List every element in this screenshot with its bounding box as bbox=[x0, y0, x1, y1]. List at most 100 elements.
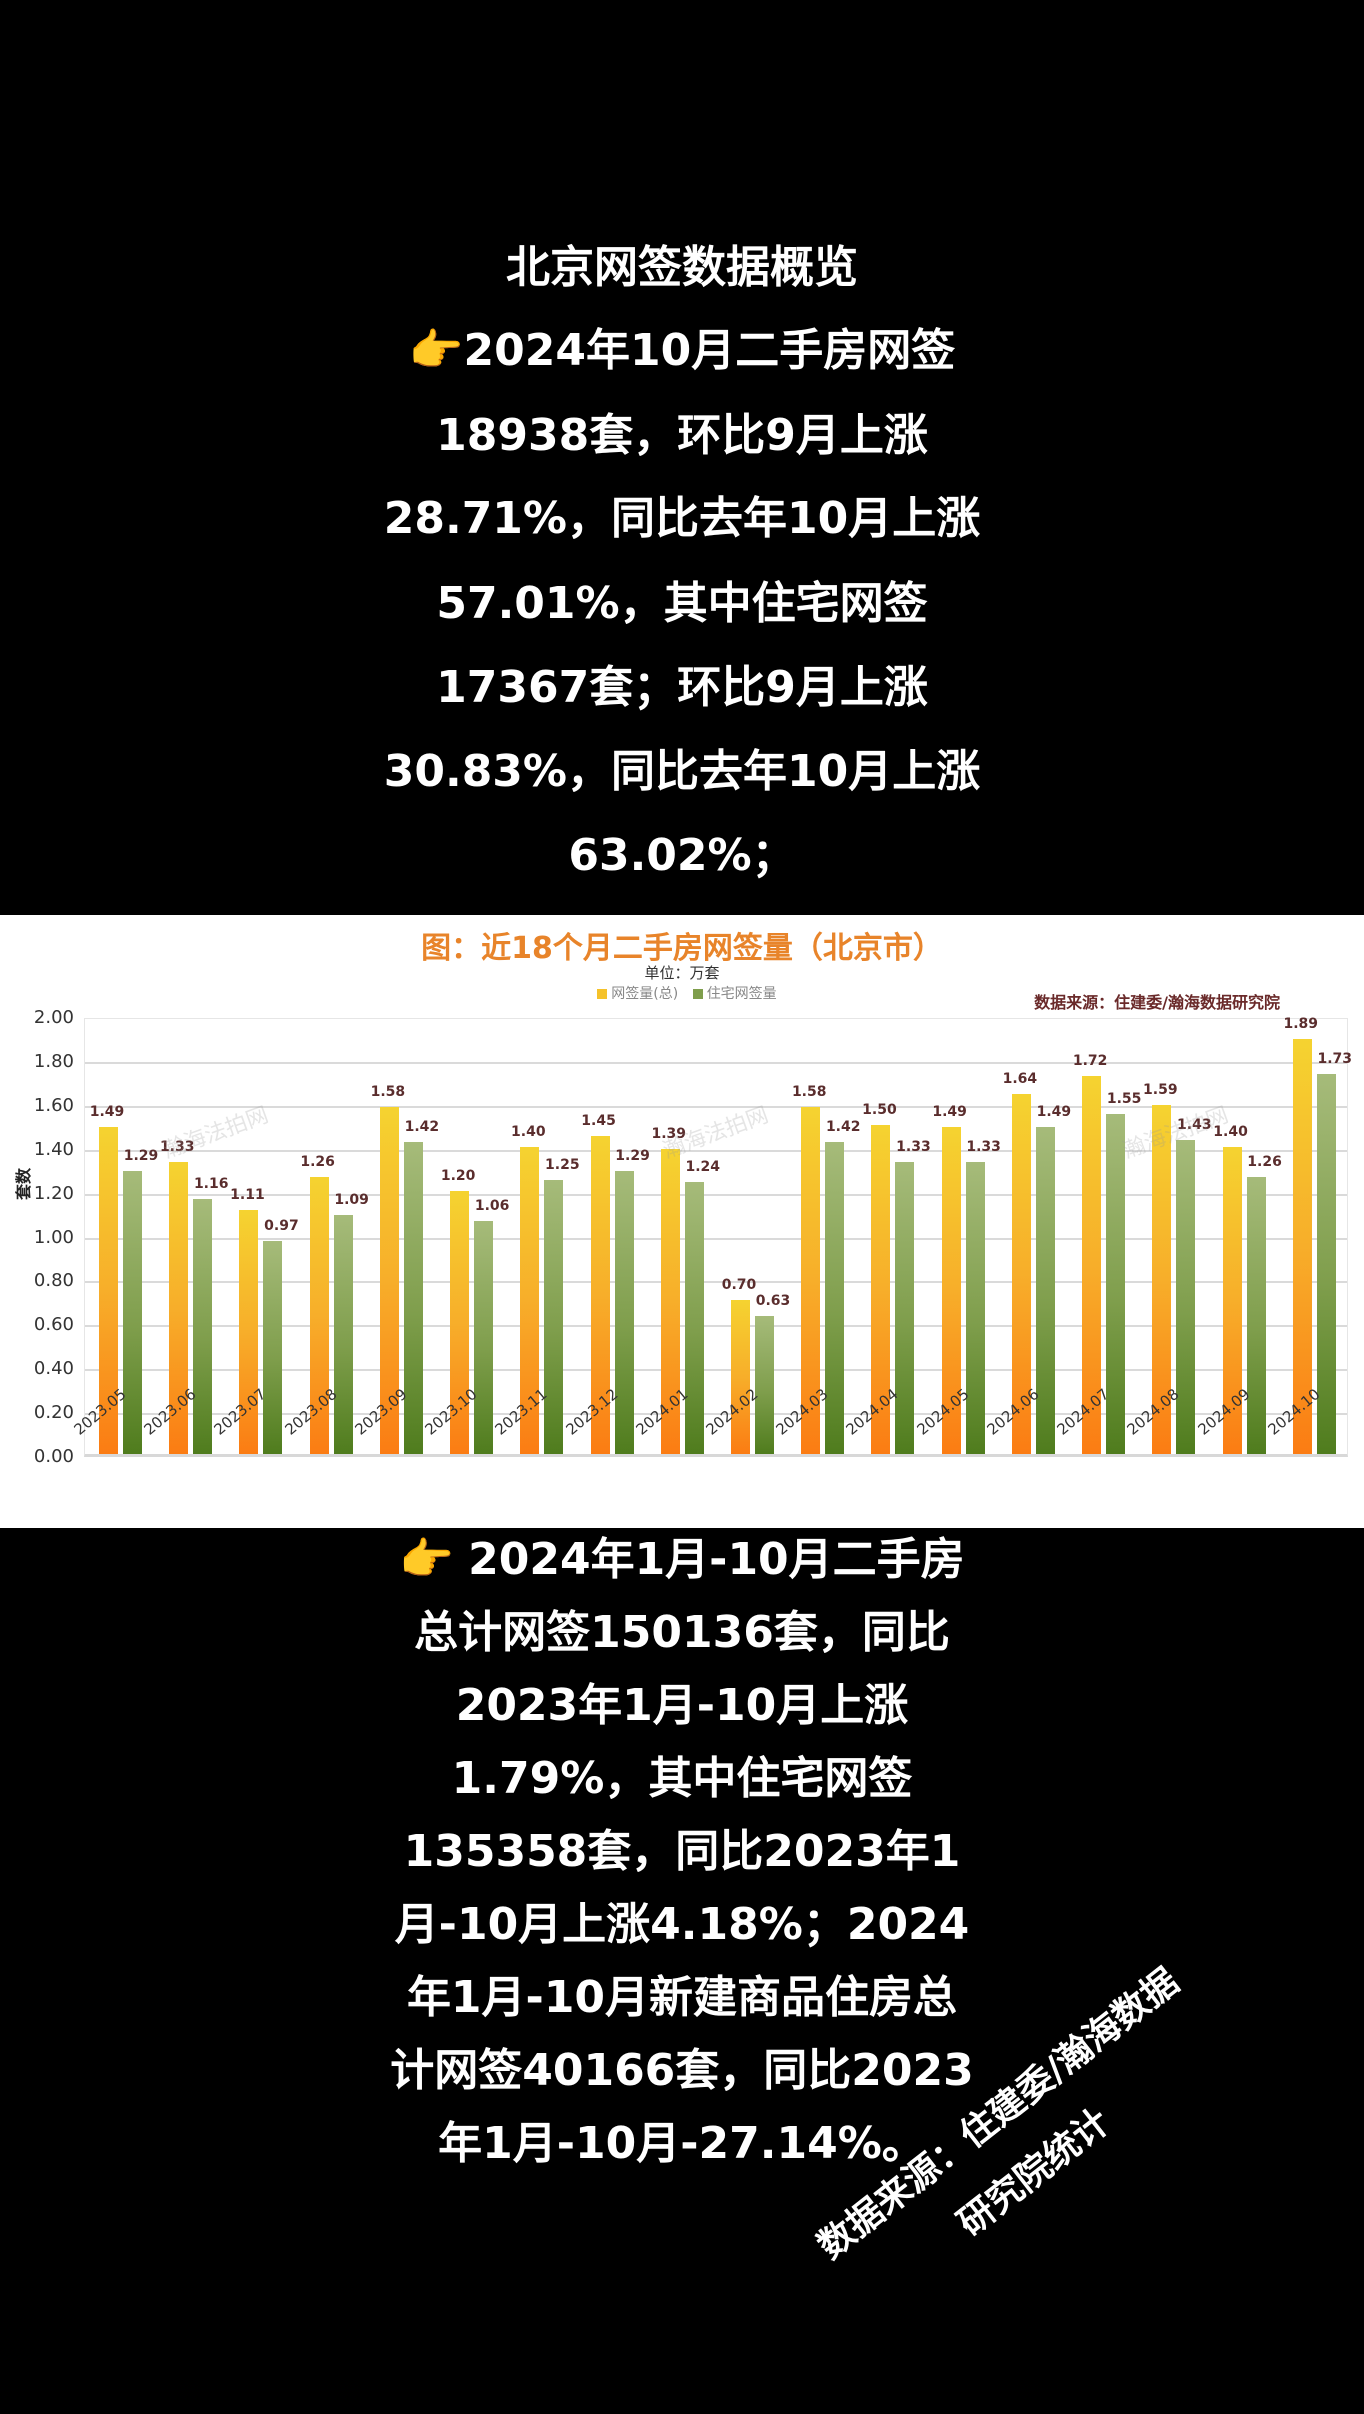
gridline bbox=[85, 1413, 1347, 1416]
value-label: 1.16 bbox=[193, 1176, 229, 1193]
value-label: 1.58 bbox=[370, 1084, 406, 1101]
bar-residential bbox=[123, 1170, 142, 1454]
summary-title: 北京网签数据概览 bbox=[506, 242, 858, 293]
value-label: 1.24 bbox=[685, 1158, 721, 1175]
bar-total bbox=[239, 1210, 259, 1454]
value-label: 1.29 bbox=[615, 1147, 650, 1164]
gridline bbox=[85, 1105, 1347, 1108]
chart-unit: 单位：万套 bbox=[644, 964, 720, 982]
plot-area bbox=[84, 1018, 1348, 1457]
bar-total bbox=[590, 1135, 610, 1454]
gridline bbox=[85, 1369, 1347, 1372]
bar-total bbox=[941, 1126, 961, 1454]
legend-label-residential: 住宅网签量 bbox=[706, 986, 777, 1002]
detail-line-9: 年1月-10月-27.14%。 bbox=[438, 2118, 926, 2169]
detail-line-8: 计网签40166套，同比2023 bbox=[390, 2045, 974, 2096]
value-label: 1.43 bbox=[1177, 1117, 1212, 1134]
gridline bbox=[85, 1237, 1347, 1240]
bar-total bbox=[309, 1177, 329, 1454]
detail-line-1: 👉 2024年1月-10月二手房 bbox=[399, 1534, 965, 1585]
bar-residential bbox=[474, 1221, 494, 1454]
bar-total bbox=[731, 1300, 750, 1454]
bar-residential bbox=[333, 1214, 353, 1454]
bar-residential bbox=[193, 1199, 213, 1454]
bar-total bbox=[99, 1126, 118, 1454]
bar-residential bbox=[825, 1142, 845, 1454]
value-label: 1.64 bbox=[1002, 1071, 1038, 1088]
chart-panel: 图：近18个月二手房网签量（北京市） 单位：万套 网签量(总) 住宅网签量 数据… bbox=[0, 915, 1364, 1528]
bar-residential bbox=[403, 1142, 423, 1454]
detail-line-6: 月-10月上涨4.18%；2024 bbox=[394, 1899, 970, 1950]
y-tick-label: 1.00 bbox=[33, 1226, 74, 1248]
value-label: 1.42 bbox=[404, 1119, 440, 1136]
value-label: 0.63 bbox=[755, 1292, 791, 1309]
value-label: 1.49 bbox=[89, 1103, 125, 1120]
bar-residential bbox=[544, 1179, 564, 1454]
bar-residential bbox=[965, 1162, 985, 1454]
value-label: 1.59 bbox=[1143, 1081, 1178, 1098]
summary-line-3: 28.71%，同比去年10月上涨 bbox=[383, 493, 981, 544]
bar-residential bbox=[755, 1315, 774, 1454]
y-tick-label: 1.40 bbox=[33, 1138, 74, 1160]
bar-total bbox=[379, 1107, 399, 1454]
value-label: 0.70 bbox=[721, 1277, 757, 1294]
summary-line-7: 63.02%； bbox=[568, 830, 796, 881]
value-label: 1.49 bbox=[1036, 1103, 1072, 1120]
detail-line-3: 2023年1月-10月上涨 bbox=[455, 1680, 909, 1731]
value-label: 1.33 bbox=[896, 1139, 931, 1156]
bar-residential bbox=[895, 1162, 915, 1454]
bar-residential bbox=[1106, 1113, 1126, 1454]
value-label: 1.39 bbox=[651, 1125, 687, 1142]
bar-residential bbox=[1316, 1074, 1336, 1454]
bar-total bbox=[520, 1146, 540, 1454]
y-tick-label: 1.80 bbox=[33, 1050, 74, 1072]
bar-residential bbox=[614, 1170, 634, 1454]
y-tick-label: 1.20 bbox=[33, 1182, 74, 1204]
gridline bbox=[85, 1061, 1347, 1064]
bar-total bbox=[450, 1190, 470, 1454]
value-label: 1.40 bbox=[511, 1123, 546, 1140]
bar-residential bbox=[684, 1181, 704, 1454]
pointing-hand-icon: 👉 bbox=[408, 325, 464, 376]
gridline bbox=[85, 1149, 1347, 1152]
detail-line-5: 135358套，同比2023年1 bbox=[403, 1826, 961, 1877]
value-label: 1.20 bbox=[440, 1167, 476, 1184]
value-label: 1.58 bbox=[791, 1084, 827, 1101]
value-label: 1.40 bbox=[1213, 1123, 1248, 1140]
value-label: 1.49 bbox=[932, 1103, 967, 1120]
gridline bbox=[85, 1193, 1347, 1196]
value-label: 1.11 bbox=[230, 1187, 265, 1204]
y-tick-label: 0.40 bbox=[33, 1358, 74, 1380]
summary-line-6: 30.83%，同比去年10月上涨 bbox=[383, 746, 981, 797]
bar-total bbox=[1011, 1094, 1031, 1454]
bar-residential bbox=[1176, 1140, 1196, 1454]
bar-total bbox=[871, 1124, 891, 1454]
chart-title: 图：近18个月二手房网签量（北京市） bbox=[421, 931, 943, 966]
value-label: 1.42 bbox=[825, 1119, 861, 1136]
summary-line-5: 17367套；环比9月上涨 bbox=[436, 662, 928, 713]
y-tick-label: 0.80 bbox=[33, 1270, 74, 1292]
value-label: 1.26 bbox=[300, 1154, 335, 1171]
pointing-hand-icon: 👉 bbox=[399, 1534, 455, 1585]
value-label: 1.73 bbox=[1317, 1051, 1353, 1068]
bar-total bbox=[1222, 1146, 1242, 1454]
y-tick-label: 0.00 bbox=[33, 1446, 74, 1467]
value-label: 1.50 bbox=[862, 1101, 897, 1118]
chart-source: 数据来源：住建委/瀚海数据研究院 bbox=[1034, 993, 1280, 1012]
y-tick-label: 2.00 bbox=[33, 1007, 74, 1028]
gridline bbox=[85, 1281, 1347, 1284]
bar-total bbox=[1152, 1105, 1172, 1454]
detail-line-4: 1.79%，其中住宅网签 bbox=[451, 1753, 913, 1804]
y-axis-label: 套数 bbox=[14, 1167, 33, 1200]
bar-residential bbox=[1246, 1177, 1266, 1454]
value-label: 1.89 bbox=[1283, 1016, 1319, 1033]
y-tick-label: 1.60 bbox=[33, 1094, 74, 1116]
detail-line-2: 总计网签150136套，同比 bbox=[414, 1607, 950, 1658]
value-label: 1.72 bbox=[1072, 1053, 1108, 1070]
y-tick-label: 0.60 bbox=[33, 1314, 74, 1336]
value-label: 1.55 bbox=[1106, 1090, 1142, 1107]
bar-total bbox=[660, 1148, 680, 1454]
summary-line-4: 57.01%，其中住宅网签 bbox=[436, 578, 928, 629]
bar-total bbox=[169, 1162, 189, 1454]
bar-residential bbox=[263, 1241, 283, 1454]
